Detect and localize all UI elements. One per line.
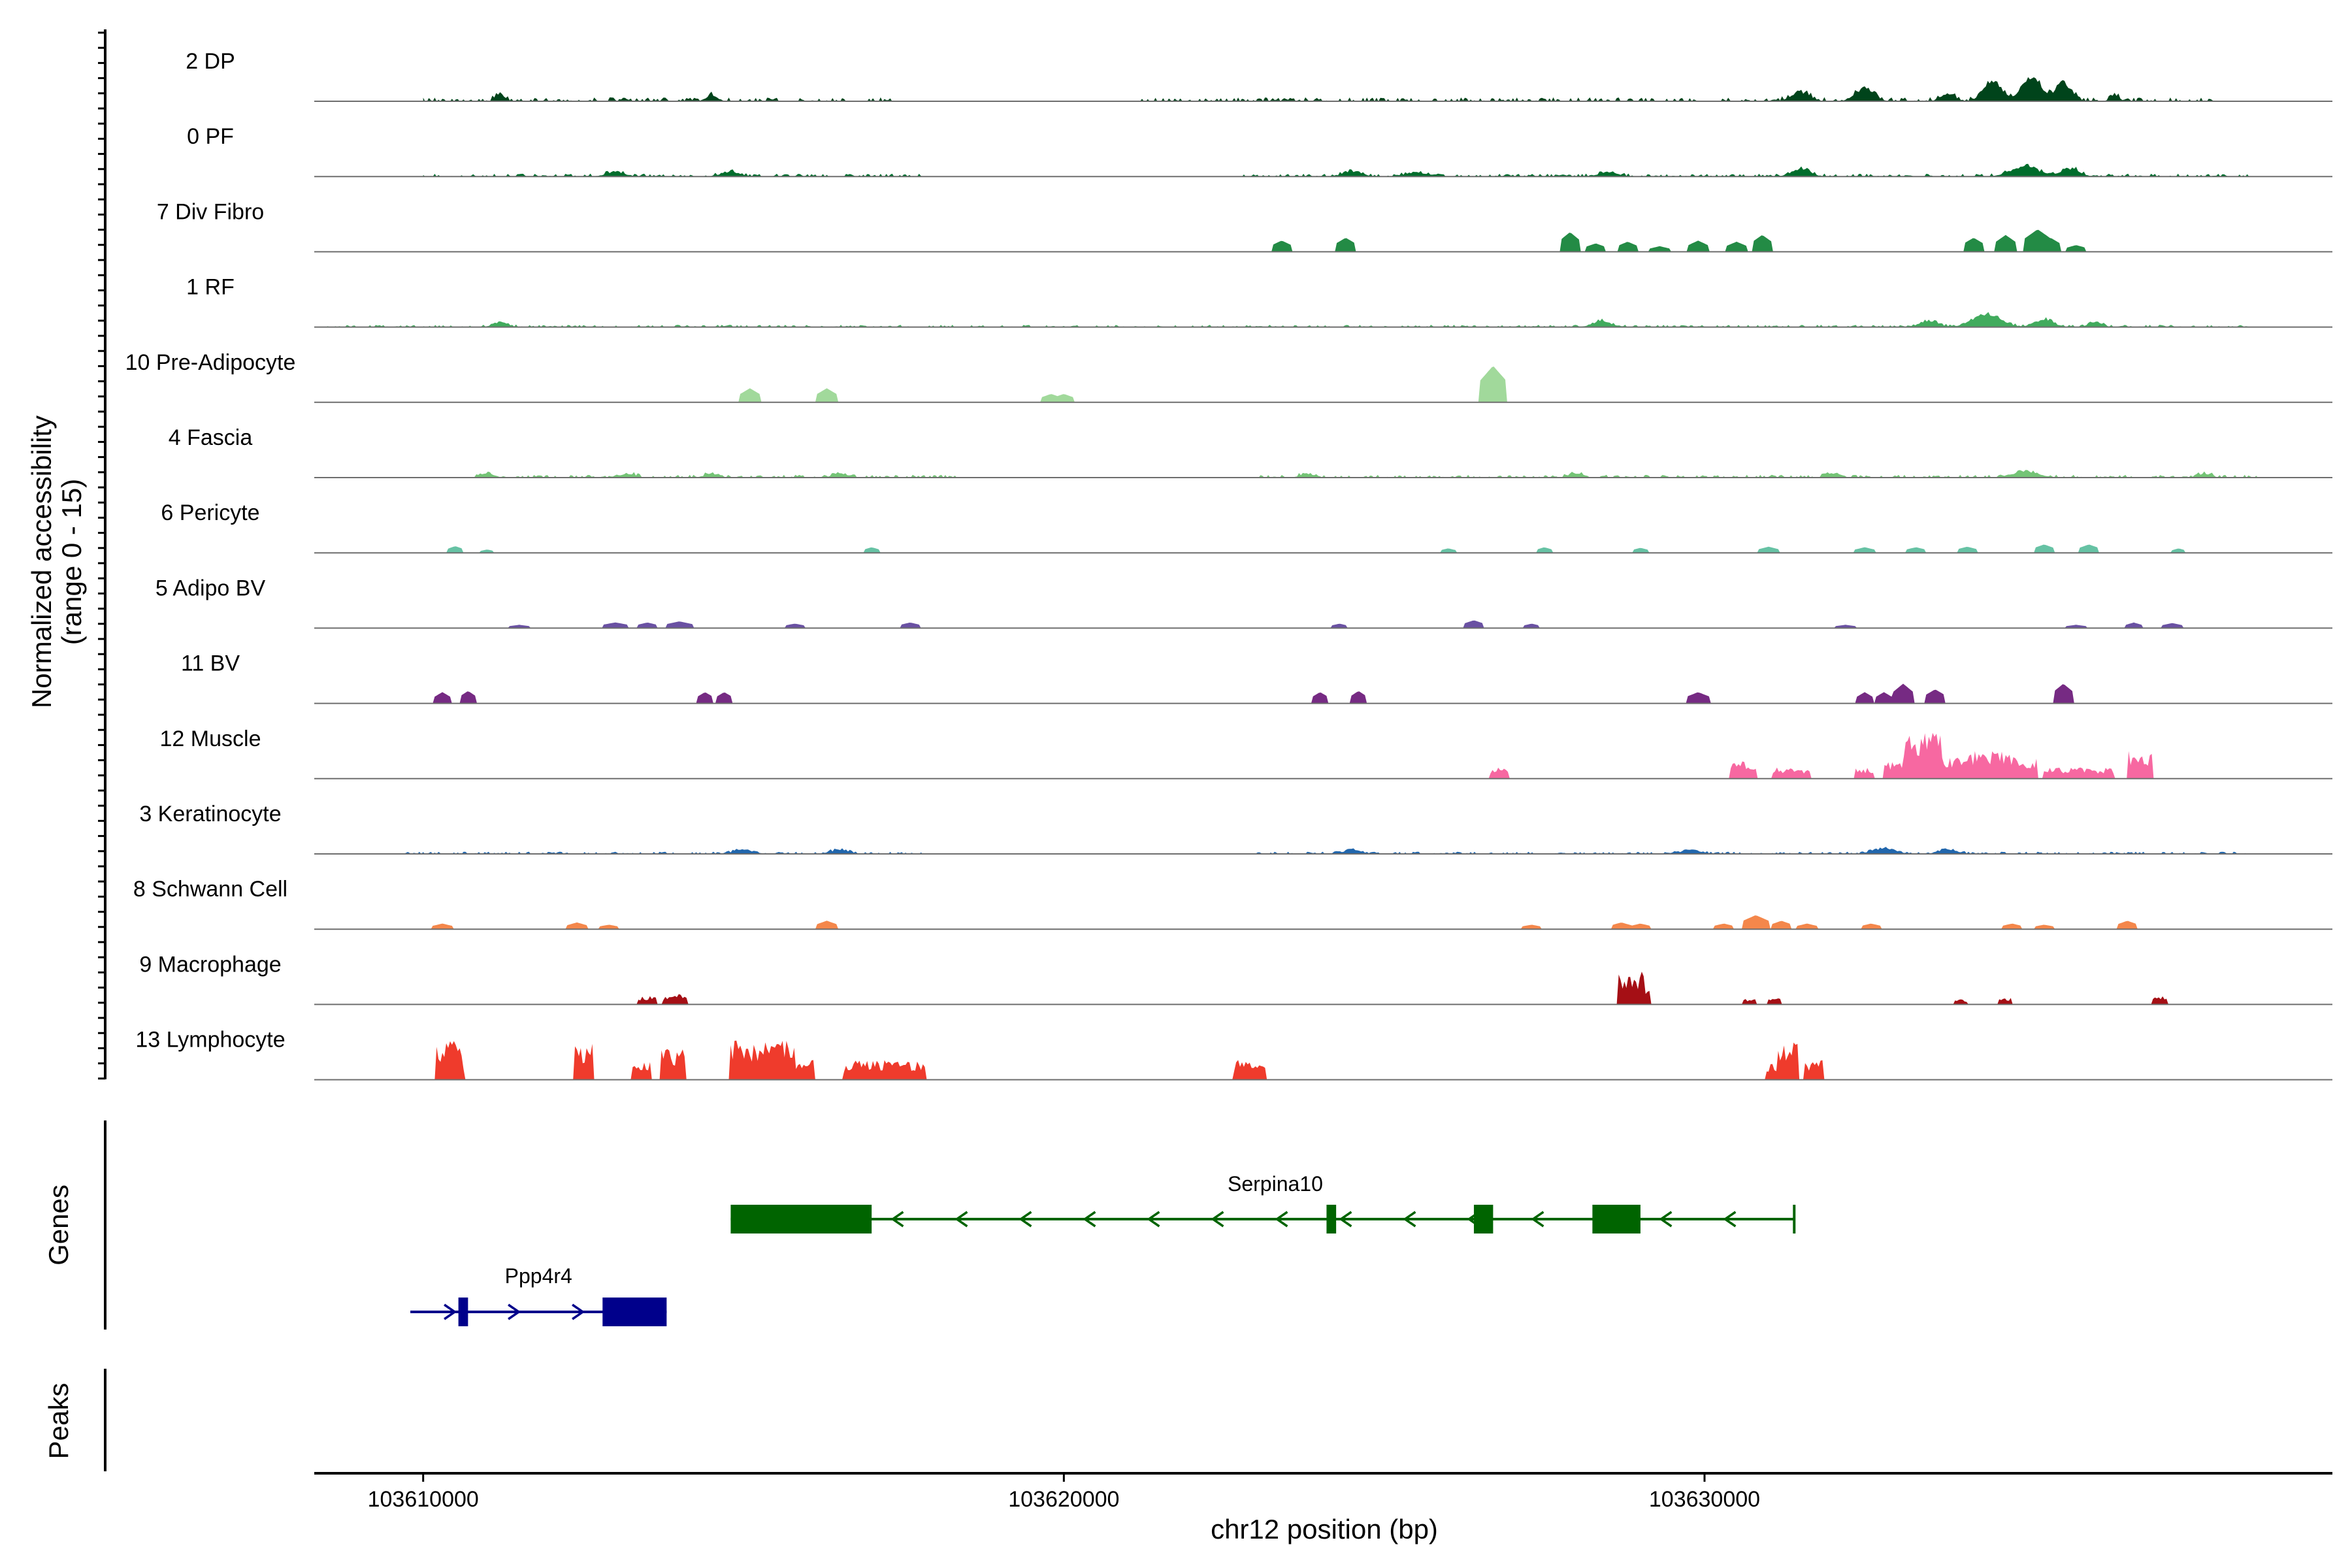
track-13-lymphocyte: 13 Lymphocyte: [135, 1028, 2332, 1081]
strand-arrow-icon: [1211, 1211, 1224, 1228]
gene-exon: [1326, 1205, 1337, 1233]
x-tick-label: 103610000: [368, 1487, 479, 1512]
track-label: 1 RF: [186, 275, 235, 300]
track-10-pre-adipocyte: 10 Pre-Adipocyte: [125, 350, 2332, 403]
track-12-muscle: 12 Muscle: [160, 727, 2332, 779]
genes-panel-label: Genes: [43, 1184, 74, 1266]
track-0-pf: 0 PF: [187, 124, 2332, 178]
track-label: 12 Muscle: [160, 727, 261, 751]
x-axis-title: chr12 position (bp): [1211, 1514, 1438, 1544]
track-5-adipo-bv: 5 Adipo BV: [155, 576, 2332, 629]
strand-arrow-icon: [1083, 1211, 1096, 1228]
track-signal-9-macrophage: [615, 972, 2217, 1005]
x-ticks: 103610000 103620000 103630000: [368, 1473, 1760, 1512]
track-signal-1-rf: [314, 312, 2249, 327]
gene-exon: [602, 1298, 667, 1326]
track-label: 2 DP: [186, 49, 235, 74]
gene-exon: [730, 1205, 872, 1233]
track-label: 0 PF: [187, 124, 234, 149]
y-axis: [98, 29, 106, 1080]
track-signal-4-fascia: [474, 470, 2268, 478]
track-8-schwann-cell: 8 Schwann Cell: [133, 877, 2332, 930]
gene-name-label: Ppp4r4: [505, 1264, 572, 1288]
track-label: 5 Adipo BV: [155, 576, 266, 600]
gene-ppp4r4: Ppp4r4: [410, 1264, 667, 1326]
track-label: 8 Schwann Cell: [133, 877, 287, 902]
track-11-bv: 11 BV: [181, 651, 2332, 704]
strand-arrow-icon: [890, 1211, 904, 1228]
gene-exon: [1592, 1205, 1641, 1233]
y-axis-title: Normalized accessibility: [26, 416, 57, 708]
strand-arrow-icon: [572, 1303, 585, 1320]
track-label: 10 Pre-Adipocyte: [125, 350, 296, 375]
x-tick-label: 103630000: [1649, 1487, 1760, 1512]
track-3-keratinocyte: 3 Keratinocyte: [139, 802, 2332, 855]
track-1-rf: 1 RF: [186, 275, 2332, 328]
track-label: 6 Pericyte: [161, 500, 259, 525]
track-signal-6-pericyte: [423, 544, 2217, 553]
track-6-pericyte: 6 Pericyte: [161, 500, 2332, 554]
track-9-macrophage: 9 Macrophage: [139, 952, 2332, 1005]
track-signal-10-pre-adipocyte: [615, 367, 1576, 402]
track-label: 11 BV: [181, 651, 240, 676]
accessibility-tracks: 2 DP 0 PF 7 Div Fibro 1 RF 10 Pre-Adipocyte 4…: [125, 49, 2332, 1081]
peaks-panel-label: Peaks: [43, 1383, 74, 1460]
track-label: 7 Div Fibro: [157, 199, 264, 224]
track-signal-3-keratinocyte: [404, 847, 2249, 854]
gene-serpina10: Serpina10: [730, 1172, 1796, 1233]
strand-arrow-icon: [1275, 1211, 1288, 1228]
track-label: 9 Macrophage: [139, 952, 281, 977]
strand-arrow-icon: [1659, 1211, 1673, 1228]
strand-arrow-icon: [955, 1211, 968, 1228]
track-label: 3 Keratinocyte: [139, 802, 281, 826]
strand-arrow-icon: [1723, 1211, 1737, 1228]
gene-exon: [1473, 1205, 1494, 1233]
strand-arrow-icon: [1019, 1211, 1032, 1228]
y-axis-subtitle: (range 0 - 15): [56, 479, 87, 645]
strand-arrow-icon: [1147, 1211, 1160, 1228]
track-signal-5-adipo-bv: [423, 620, 2217, 629]
track-4-fascia: 4 Fascia: [169, 425, 2332, 478]
track-label: 13 Lymphocyte: [135, 1028, 285, 1053]
strand-arrow-icon: [1403, 1211, 1416, 1228]
track-signal-2-dp: [423, 77, 2217, 101]
strand-arrow-icon: [1531, 1211, 1544, 1228]
track-signal-7-div-fibro: [1256, 229, 2153, 252]
strand-arrow-icon: [1339, 1211, 1352, 1228]
gene-name-label: Serpina10: [1228, 1172, 1323, 1196]
track-label: 4 Fascia: [169, 425, 253, 450]
track-2-dp: 2 DP: [186, 49, 2332, 102]
track-signal-8-schwann-cell: [423, 915, 2217, 930]
gene-annotations: Serpina10 Ppp4r4: [410, 1172, 1796, 1326]
track-signal-11-bv: [423, 683, 2217, 704]
track-signal-12-muscle: [1448, 732, 2217, 779]
strand-arrow-icon: [444, 1303, 457, 1320]
track-signal-13-lymphocyte: [423, 1040, 1833, 1080]
track-7-div-fibro: 7 Div Fibro: [157, 199, 2332, 253]
x-tick-label: 103620000: [1008, 1487, 1119, 1512]
track-signal-0-pf: [423, 163, 2249, 177]
gene-exon: [458, 1298, 468, 1326]
strand-arrow-icon: [508, 1303, 521, 1320]
